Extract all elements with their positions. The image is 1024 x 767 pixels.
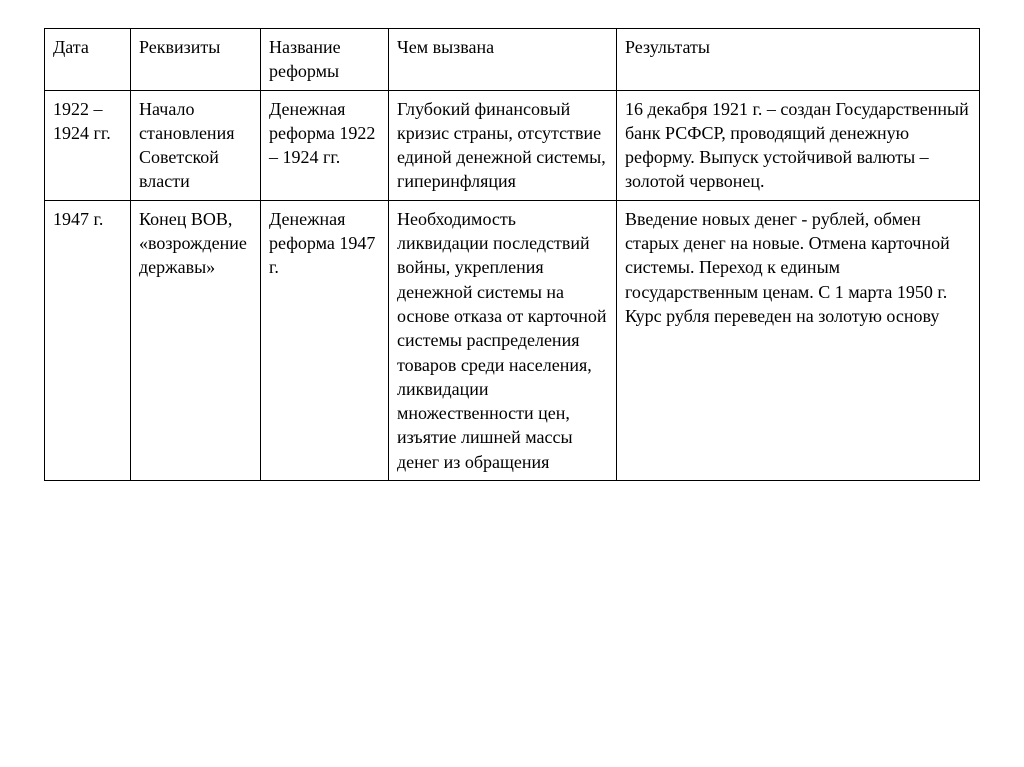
cell-date: 1922 – 1924 гг.	[45, 90, 131, 200]
cell-req: Конец ВОВ, «возрождение державы»	[131, 200, 261, 480]
reforms-table: Дата Реквизиты Название реформы Чем вызв…	[44, 28, 980, 481]
cell-name: Денежная реформа 1922 – 1924 гг.	[261, 90, 389, 200]
cell-result: 16 декабря 1921 г. – создан Государствен…	[617, 90, 980, 200]
table-row: 1947 г. Конец ВОВ, «возрождение державы»…	[45, 200, 980, 480]
table-header-row: Дата Реквизиты Название реформы Чем вызв…	[45, 29, 980, 91]
page: Дата Реквизиты Название реформы Чем вызв…	[0, 0, 1024, 509]
col-header-req: Реквизиты	[131, 29, 261, 91]
cell-cause: Глубокий финансовый кризис страны, отсут…	[389, 90, 617, 200]
col-header-name: Название реформы	[261, 29, 389, 91]
cell-name: Денежная реформа 1947 г.	[261, 200, 389, 480]
col-header-cause: Чем вызвана	[389, 29, 617, 91]
col-header-date: Дата	[45, 29, 131, 91]
cell-result: Введение новых денег - рублей, обмен ста…	[617, 200, 980, 480]
cell-req: Начало становления Советской власти	[131, 90, 261, 200]
cell-date: 1947 г.	[45, 200, 131, 480]
cell-cause: Необходимость ликвидации последствий вой…	[389, 200, 617, 480]
table-row: 1922 – 1924 гг. Начало становления Совет…	[45, 90, 980, 200]
col-header-result: Результаты	[617, 29, 980, 91]
